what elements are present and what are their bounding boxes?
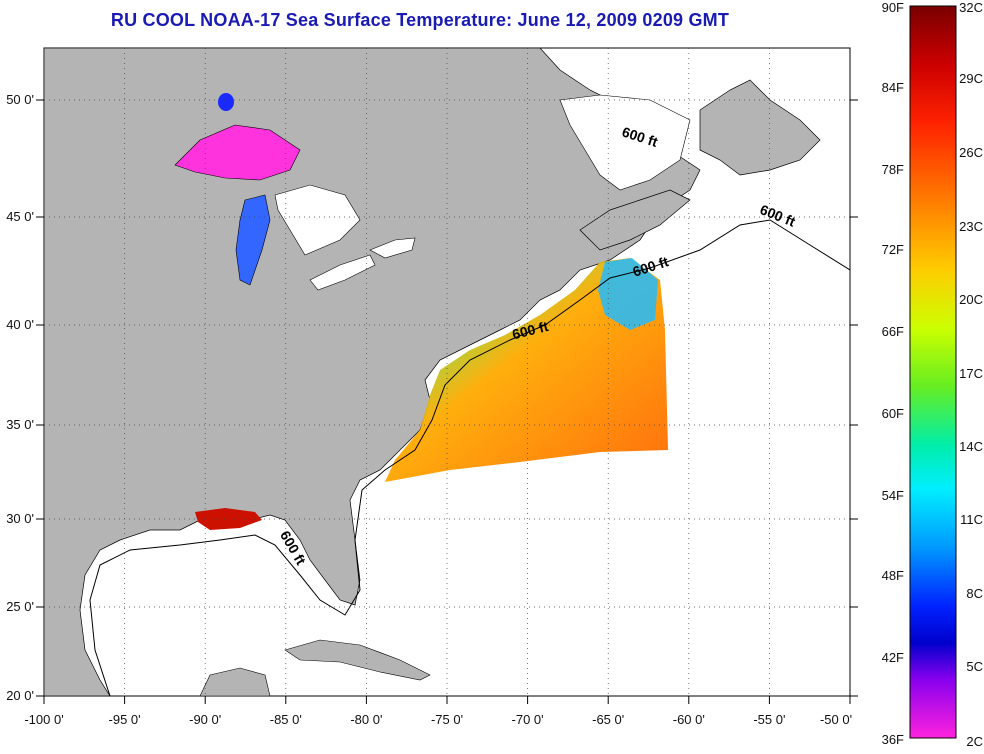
colorbar-f-label: 60F — [882, 406, 904, 421]
colorbar-c-label: 14C — [959, 439, 983, 454]
lake-superior — [174, 124, 301, 181]
colorbar-f-label: 84F — [882, 80, 904, 95]
lake-erie — [309, 254, 376, 291]
colorbar-c-label: 17C — [959, 366, 983, 381]
x-tick-label: -95 0' — [109, 712, 141, 727]
lake-nipigon — [218, 93, 234, 111]
y-tick-label: 40 0' — [6, 317, 34, 332]
lake-michigan — [235, 194, 271, 286]
colorbar-f-label: 42F — [882, 650, 904, 665]
gulf-warm-patch — [195, 508, 262, 530]
gulf-st-lawrence — [559, 94, 691, 191]
x-tick-label: -70 0' — [512, 712, 544, 727]
colorbar-f-label: 66F — [882, 324, 904, 339]
colorbar — [909, 5, 957, 739]
colorbar-c-label: 26C — [959, 145, 983, 160]
x-tick-label: -65 0' — [592, 712, 624, 727]
x-tick-label: -75 0' — [431, 712, 463, 727]
lake-huron — [274, 184, 361, 256]
colorbar-c-label: 20C — [959, 292, 983, 307]
x-tick-label: -80 0' — [350, 712, 382, 727]
colorbar-c-label: 8C — [966, 586, 983, 601]
y-tick-label: 35 0' — [6, 417, 34, 432]
colorbar-f-label: 72F — [882, 242, 904, 257]
sst-cold-patch — [598, 258, 658, 330]
colorbar-f-label: 78F — [882, 162, 904, 177]
colorbar-f-label: 90F — [882, 0, 904, 15]
colorbar-c-label: 2C — [966, 734, 983, 749]
colorbar-f-label: 36F — [882, 732, 904, 747]
x-tick-label: -60 0' — [673, 712, 705, 727]
colorbar-f-label: 54F — [882, 488, 904, 503]
cuba-land — [284, 639, 431, 681]
x-tick-label: -50 0' — [820, 712, 852, 727]
y-tick-label: 25 0' — [6, 599, 34, 614]
x-tick-label: -100 0' — [24, 712, 63, 727]
y-tick-label: 30 0' — [6, 511, 34, 526]
lake-ontario — [369, 237, 416, 259]
x-tick-label: -85 0' — [270, 712, 302, 727]
y-tick-label: 20 0' — [6, 688, 34, 703]
y-axis — [36, 99, 858, 697]
colorbar-c-label: 29C — [959, 71, 983, 86]
x-tick-label: -90 0' — [189, 712, 221, 727]
yucatan-land — [199, 667, 271, 696]
map-grid — [44, 48, 850, 696]
isobath-600ft — [89, 219, 850, 696]
y-tick-label: 50 0' — [6, 92, 34, 107]
newfoundland-land — [699, 79, 821, 176]
nova-scotia-land — [579, 189, 691, 251]
y-tick-label: 45 0' — [6, 209, 34, 224]
x-axis — [43, 696, 851, 704]
colorbar-c-label: 5C — [966, 659, 983, 674]
map-title: RU COOL NOAA-17 Sea Surface Temperature:… — [110, 10, 730, 30]
colorbar-f-label: 48F — [882, 568, 904, 583]
map-content — [44, 48, 850, 696]
north-america-land — [44, 48, 701, 696]
colorbar-c-label: 32C — [959, 0, 983, 15]
x-tick-label: -55 0' — [753, 712, 785, 727]
colorbar-c-label: 11C — [960, 512, 983, 527]
colorbar-c-label: 23C — [959, 219, 983, 234]
sst-swath — [385, 258, 668, 482]
